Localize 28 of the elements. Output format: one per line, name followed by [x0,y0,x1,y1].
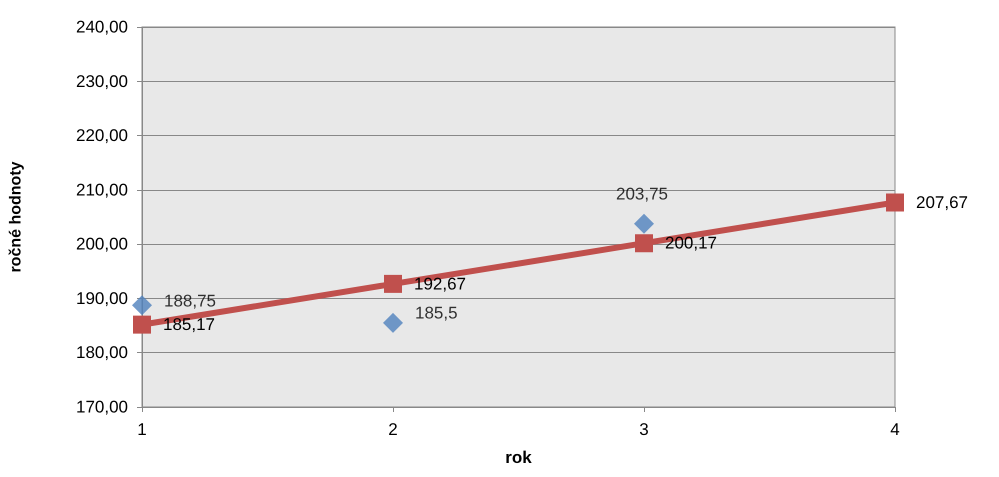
y-axis-title: ročné hodnoty [8,161,24,273]
y-tick-label: 200,00 [76,234,128,254]
point [133,316,151,334]
data-label: 185,17 [163,315,215,334]
x-tick-label: 2 [388,420,398,439]
data-label: 200,17 [665,234,717,253]
point [886,194,904,212]
x-axis-title: rok [505,448,532,467]
y-tick-label: 190,00 [76,288,128,308]
point [383,312,403,333]
data-label: 188,75 [164,292,216,311]
data-label: 185,5 [415,303,458,322]
point [635,234,653,252]
data-label: 203,75 [616,184,668,204]
x-tick-label: 4 [890,420,900,439]
x-tick-label: 3 [639,420,649,439]
y-tick-label: 170,00 [76,398,128,416]
x-tick-label: 1 [137,420,147,439]
y-tick-label: 210,00 [76,180,128,200]
point [384,274,402,293]
point [132,295,152,316]
y-tick-label: 220,00 [76,126,128,146]
y-tick-label: 240,00 [76,18,128,36]
data-label: 192,67 [414,274,466,294]
data-label: 207,67 [916,193,968,212]
y-tick-label: 230,00 [76,72,128,91]
point [634,214,654,234]
y-tick-label: 180,00 [76,343,128,362]
